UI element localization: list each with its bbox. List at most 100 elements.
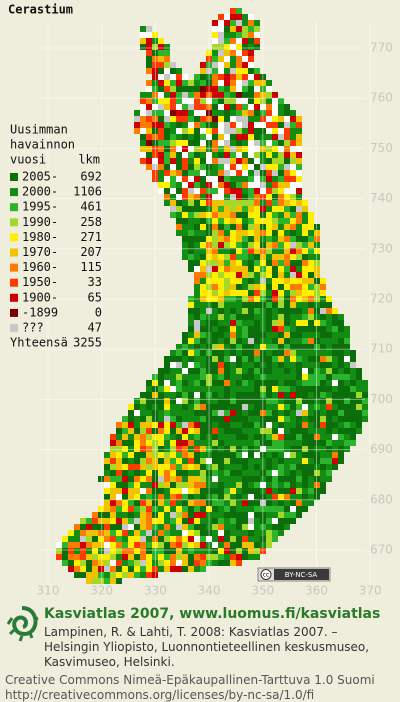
map-cell (218, 344, 224, 350)
map-cell (176, 188, 182, 194)
map-cell (242, 122, 248, 128)
map-cell (284, 524, 290, 530)
map-cell (308, 284, 314, 290)
map-cell (308, 458, 314, 464)
map-cell (272, 104, 278, 110)
map-cell (320, 422, 326, 428)
map-cell (296, 128, 302, 134)
map-cell (200, 452, 206, 458)
map-cell (230, 236, 236, 242)
map-cell (356, 428, 362, 434)
map-cell (152, 380, 158, 386)
map-cell (176, 110, 182, 116)
map-cell (176, 404, 182, 410)
map-cell (194, 482, 200, 488)
map-cell (320, 404, 326, 410)
map-cell (272, 290, 278, 296)
map-cell (254, 86, 260, 92)
map-cell (272, 272, 278, 278)
map-cell (176, 386, 182, 392)
map-cell (176, 350, 182, 356)
map-cell (356, 398, 362, 404)
map-cell (194, 458, 200, 464)
map-cell (326, 368, 332, 374)
map-cell (188, 470, 194, 476)
map-cell (278, 152, 284, 158)
map-cell (236, 488, 242, 494)
map-cell (218, 248, 224, 254)
map-cell (146, 434, 152, 440)
map-cell (350, 374, 356, 380)
license-url[interactable]: http://creativecommons.org/licenses/by-n… (5, 688, 315, 702)
map-cell (230, 104, 236, 110)
map-cell (188, 326, 194, 332)
map-cell (140, 416, 146, 422)
map-cell (272, 92, 278, 98)
map-cell (194, 536, 200, 542)
map-cell (290, 230, 296, 236)
map-cell (296, 230, 302, 236)
map-cell (242, 524, 248, 530)
map-cell (254, 458, 260, 464)
map-cell (224, 164, 230, 170)
map-cell (128, 518, 134, 524)
map-cell (170, 404, 176, 410)
map-cell (254, 32, 260, 38)
map-cell (320, 332, 326, 338)
map-cell (254, 512, 260, 518)
site-link[interactable]: Kasviatlas 2007, www.luomus.fi/kasviatla… (44, 606, 381, 622)
map-cell (194, 242, 200, 248)
map-cell (206, 86, 212, 92)
map-cell (152, 80, 158, 86)
map-cell (206, 62, 212, 68)
map-cell (266, 254, 272, 260)
map-cell (188, 386, 194, 392)
map-cell (140, 434, 146, 440)
map-cell (314, 266, 320, 272)
map-cell (272, 374, 278, 380)
map-cell (290, 374, 296, 380)
map-cell (260, 266, 266, 272)
map-cell (152, 38, 158, 44)
map-cell (194, 314, 200, 320)
map-cell (320, 368, 326, 374)
map-cell (260, 470, 266, 476)
map-cell (326, 332, 332, 338)
map-cell (260, 128, 266, 134)
map-cell (278, 140, 284, 146)
map-cell (86, 548, 92, 554)
map-cell (152, 122, 158, 128)
map-cell (110, 566, 116, 572)
map-cell (146, 392, 152, 398)
map-cell (164, 104, 170, 110)
map-cell (158, 398, 164, 404)
map-cell (86, 578, 92, 584)
map-cell (182, 446, 188, 452)
legend-label: -1899 (22, 305, 58, 319)
map-cell (104, 566, 110, 572)
map-cell (308, 500, 314, 506)
map-cell (284, 230, 290, 236)
map-cell (200, 62, 206, 68)
map-cell (146, 422, 152, 428)
map-cell (314, 242, 320, 248)
map-cell (272, 128, 278, 134)
map-cell (80, 572, 86, 578)
map-cell (200, 254, 206, 260)
map-cell (242, 206, 248, 212)
map-cell (170, 548, 176, 554)
map-cell (230, 278, 236, 284)
map-cell (116, 542, 122, 548)
map-cell (200, 356, 206, 362)
map-cell (188, 446, 194, 452)
easting-label: 340 (198, 584, 221, 598)
map-cell (320, 446, 326, 452)
map-cell (158, 164, 164, 170)
map-cell (134, 470, 140, 476)
map-cell (302, 452, 308, 458)
map-cell (218, 524, 224, 530)
map-cell (230, 86, 236, 92)
map-cell (272, 470, 278, 476)
map-cell (260, 152, 266, 158)
map-cell (338, 344, 344, 350)
